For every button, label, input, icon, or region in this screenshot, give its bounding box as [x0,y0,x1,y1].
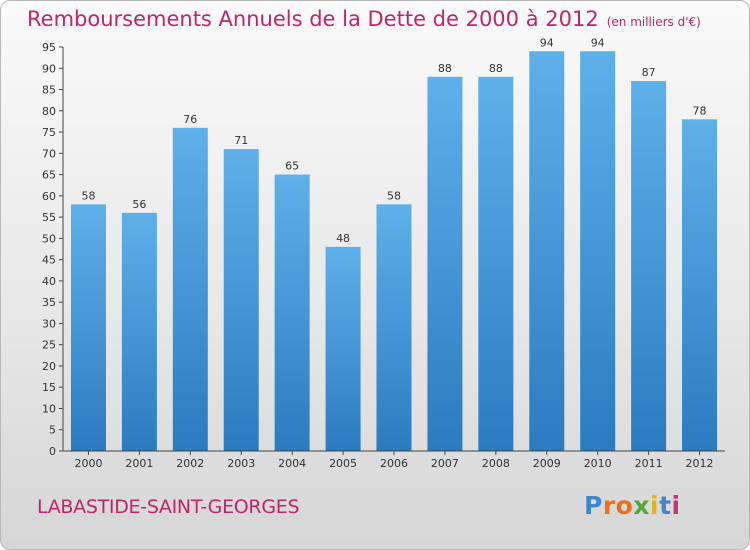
bar [172,127,208,452]
y-tick-label: 70 [42,147,56,160]
x-tick-label: 2012 [686,457,714,470]
y-axis-ticks: 0 5 10 15 20 25 30 35 40 45 50 55 60 65 70 75 80 85 90 95 [42,41,63,458]
y-tick-label: 75 [42,126,56,139]
bar [325,246,361,451]
value-label: 65 [285,160,299,173]
y-tick-label: 50 [42,232,56,245]
value-label: 58 [81,189,95,202]
x-tick-label: 2001 [125,457,153,470]
x-tick-label: 2000 [74,457,102,470]
y-tick-label: 20 [42,360,56,373]
unit-label: (en milliers d'€) [606,15,701,29]
y-tick-label: 55 [42,211,56,224]
y-tick-label: 25 [42,339,56,352]
bar [631,81,667,451]
bars [70,51,718,452]
x-tick-label: 2006 [380,457,408,470]
y-tick-label: 95 [42,41,56,54]
bar [427,76,463,451]
value-label: 88 [438,62,452,75]
y-tick-label: 5 [49,424,56,437]
y-tick-label: 80 [42,105,56,118]
x-tick-label: 2003 [227,457,255,470]
value-label: 56 [132,198,146,211]
y-tick-label: 65 [42,169,56,182]
x-axis-labels: 2000 2001 2002 2003 2004 2005 2006 2007 2008 2009… [74,451,714,470]
bar [121,212,157,451]
commune-name: LABASTIDE-SAINT-GEORGES [37,496,300,518]
value-label: 88 [489,62,503,75]
bar [529,51,565,452]
value-label: 78 [693,104,707,117]
y-tick-label: 0 [49,445,56,458]
value-label: 76 [183,113,197,126]
x-tick-label: 2010 [584,457,612,470]
y-tick-label: 10 [42,402,56,415]
value-label: 48 [336,232,350,245]
value-label: 58 [387,189,401,202]
bar [682,119,718,451]
y-tick-label: 35 [42,296,56,309]
chart-title: Remboursements Annuels de la Dette de 20… [27,7,599,31]
y-tick-label: 60 [42,190,56,203]
bar [376,204,412,451]
y-tick-label: 15 [42,381,56,394]
title-row: Remboursements Annuels de la Dette de 20… [27,7,701,31]
bar [274,174,310,451]
y-tick-label: 90 [42,62,56,75]
value-label: 94 [591,36,605,49]
y-tick-label: 45 [42,254,56,267]
x-tick-label: 2007 [431,457,459,470]
value-label: 87 [642,66,656,79]
value-label: 94 [540,36,554,49]
y-tick-label: 40 [42,275,56,288]
y-tick-label: 85 [42,84,56,97]
value-labels: 58 56 76 71 65 48 58 88 88 94 94 87 78 [81,36,706,245]
x-tick-label: 2011 [635,457,663,470]
x-tick-label: 2005 [329,457,357,470]
value-label: 71 [234,134,248,147]
bar [223,149,259,451]
x-tick-label: 2008 [482,457,510,470]
x-tick-label: 2004 [278,457,306,470]
proxiti-logo: Proxiti [584,491,681,520]
bar [580,51,616,452]
y-tick-label: 30 [42,317,56,330]
axes [62,47,725,452]
x-tick-label: 2009 [533,457,561,470]
x-tick-label: 2002 [176,457,204,470]
bar [70,204,106,451]
bar [478,76,514,451]
